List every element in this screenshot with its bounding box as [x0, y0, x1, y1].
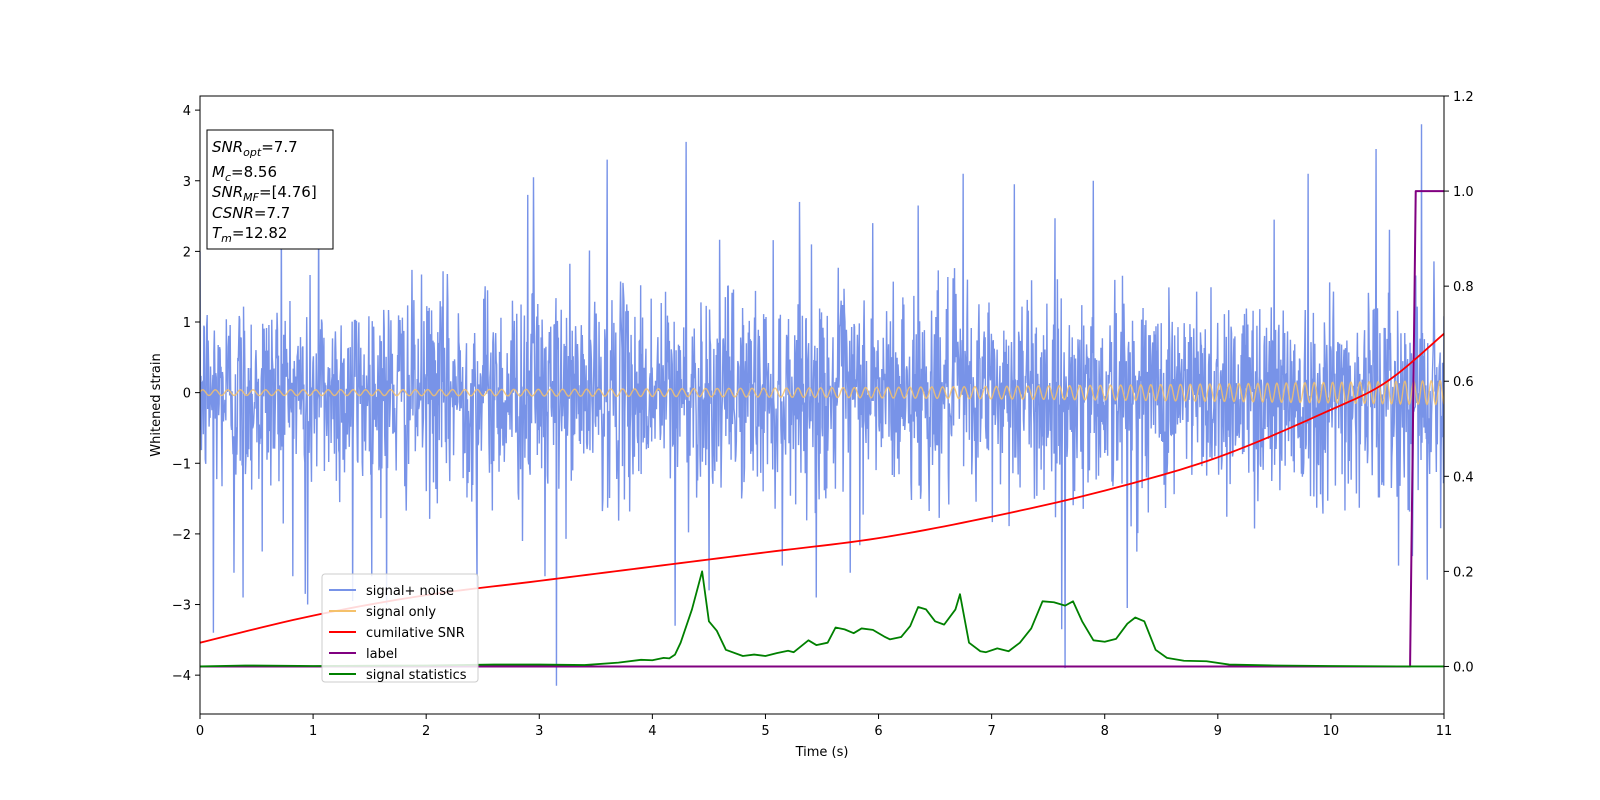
x-tick-label: 10 — [1323, 724, 1340, 739]
series-signal-only — [200, 379, 1444, 406]
x-tick-label: 5 — [761, 724, 769, 739]
y-right-tick-label: 0.8 — [1453, 280, 1474, 295]
y-left-tick-label: 1 — [183, 316, 191, 331]
y-axis-label: Whitened strain — [149, 353, 164, 456]
info-line: SNRopt=7.7 — [212, 138, 298, 159]
axes: 0 1 2 3 4 5 6 7 8 9 10 11 −4 −3 −2 −1 0 1 2 3 4 0.0 0.2 0.4 0.6 0… — [172, 90, 1474, 739]
series-signal-statistics — [200, 570, 1444, 668]
plot-series-layer — [200, 124, 1444, 686]
info-box-frame — [206, 129, 334, 250]
legend-label-signal-only: signal only — [366, 605, 436, 620]
x-axis-label: Time (s) — [795, 745, 849, 760]
y-left-tick-label: −4 — [172, 669, 191, 684]
series-label — [200, 190, 1444, 668]
x-tick-label: 1 — [309, 724, 317, 739]
y-left-tick-label: 3 — [183, 175, 191, 190]
x-tick-label: 11 — [1436, 724, 1453, 739]
y-right-tick-label: 0.2 — [1453, 565, 1474, 580]
y-left-tick-label: −2 — [172, 528, 191, 543]
x-tick-label: 8 — [1101, 724, 1109, 739]
x-tick-label: 6 — [874, 724, 882, 739]
x-tick-label: 9 — [1214, 724, 1222, 739]
y-right-tick-label: 0.4 — [1453, 470, 1474, 485]
series-signal-noise — [200, 124, 1444, 686]
info-line: Mc=8.56 — [212, 163, 277, 184]
legend-label-cumilative-snr: cumilative SNR — [366, 626, 465, 641]
info-line: SNRMF=[4.76] — [212, 183, 317, 204]
legend-label-signal-noise: signal+ noise — [366, 584, 454, 599]
legend-label-signal-statistics: signal statistics — [366, 668, 467, 683]
x-tick-label: 2 — [422, 724, 430, 739]
y-right-tick-label: 1.2 — [1453, 90, 1474, 105]
x-tick-label: 3 — [535, 724, 543, 739]
y-left-tick-label: 4 — [183, 104, 191, 119]
x-tick-label: 7 — [987, 724, 995, 739]
y-left-tick-label: −1 — [172, 457, 191, 472]
info-line: CSNR=7.7 — [212, 204, 290, 222]
y-left-tick-label: 2 — [183, 245, 191, 260]
y-right-tick-label: 0.6 — [1453, 375, 1474, 390]
y-right-tick-label: 0.0 — [1453, 660, 1474, 675]
legend: signal+ noise signal only cumilative SNR la… — [321, 573, 479, 683]
x-tick-label: 0 — [196, 724, 204, 739]
legend-frame — [321, 573, 479, 683]
y-left-tick-label: −3 — [172, 599, 191, 614]
x-tick-label: 4 — [648, 724, 656, 739]
y-left-tick-label: 0 — [183, 387, 191, 402]
legend-label-label: label — [366, 647, 397, 662]
plot-frame — [199, 95, 1445, 715]
info-line: Tm=12.82 — [212, 224, 287, 245]
y-right-tick-label: 1.0 — [1453, 185, 1474, 200]
